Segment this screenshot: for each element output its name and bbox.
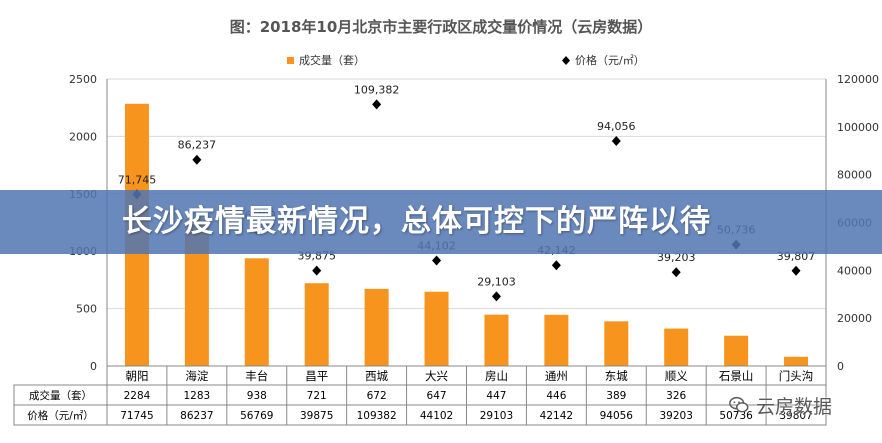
chart-legend: 成交量（套） 价格（元/㎡） [287,53,645,67]
category-label: 西城 [365,369,388,383]
bar [304,283,329,366]
price-marker [432,255,442,266]
category-label: 门头沟 [779,369,814,383]
table-cell: 71745 [120,410,153,422]
category-label: 石景山 [719,369,754,383]
legend-marker-price [562,56,570,65]
table-cell: 42142 [540,410,573,422]
chart-title: 图：2018年10月北京市主要行政区成交量价情况（云房数据） [230,18,653,36]
watermark-text: 云房数据 [756,395,833,418]
table-cell: 29103 [480,410,513,422]
price-marker [611,136,621,147]
headline-banner: 长沙疫情最新情况，总体可控下的严阵以待 [0,190,882,254]
y-left-tick-label: 2500 [69,73,97,86]
y-right-tick-label: 40000 [837,264,872,277]
bar [244,258,269,366]
table-cell: 326 [666,390,686,402]
table-row-label: 价格（元/㎡） [27,409,94,422]
table-cell: 672 [367,390,387,402]
table-cell: 1283 [184,390,211,402]
category-label: 大兴 [425,369,448,383]
category-label: 朝阳 [125,369,148,383]
category-label: 通州 [545,369,568,383]
category-label: 昌平 [305,369,328,383]
bar [424,291,449,366]
table-cell: 2284 [124,390,151,402]
price-marker [551,260,561,271]
price-marker [671,267,681,278]
table-cell: 446 [546,390,566,402]
category-label: 东城 [605,369,628,383]
price-data-label: 109,382 [354,83,400,96]
price-marker [192,154,202,165]
headline-text: 长沙疫情最新情况，总体可控下的严阵以待 [122,204,711,239]
watermark: 云房数据 [728,390,832,420]
table-cell: 647 [427,390,447,402]
price-marker [372,99,382,110]
price-data-label: 94,056 [597,120,636,133]
table-cell: 109382 [357,410,397,422]
price-data-label: 71,745 [118,173,157,186]
table-cell: 39807 [779,410,812,422]
table-cell: 56769 [240,410,273,422]
table-cell: 50736 [719,410,753,422]
table-cell: 39203 [660,410,693,422]
table-cell: 721 [307,390,327,402]
category-label: 海淀 [185,369,208,383]
table-cell: 389 [606,390,626,402]
y-left-tick-label: 2000 [69,130,97,143]
price-marker [312,265,322,276]
y-right-tick-label: 0 [837,360,844,373]
table-cell: 86237 [180,410,213,422]
price-marker [491,291,501,302]
legend-label-volume: 成交量（套） [299,53,365,67]
y-left-tick-label: 0 [90,360,97,373]
bar [724,335,749,366]
y-right-tick-label: 80000 [837,169,872,182]
table-row-label: 成交量（套） [29,389,92,402]
legend-label-price: 价格（元/㎡） [575,53,645,67]
legend-swatch-volume [287,57,294,64]
bar [604,321,629,366]
bar [784,356,809,366]
table-cell: 94056 [600,410,634,422]
bar [664,328,689,366]
table-cell: 447 [486,390,506,402]
y-left-tick-label: 500 [76,303,97,316]
table-cell: 39875 [300,410,333,422]
bar [544,314,569,366]
price-data-label: 86,237 [178,139,217,152]
category-label: 房山 [485,369,508,383]
category-label: 丰台 [245,369,268,383]
table-cell: 44102 [420,410,453,422]
price-data-label: 29,103 [477,275,516,288]
y-right-tick-label: 20000 [837,312,872,325]
wechat-icon [729,396,749,413]
y-right-tick-label: 120000 [837,73,879,86]
y-right-tick-label: 100000 [837,121,879,134]
bar [484,314,509,366]
bar [364,288,389,366]
price-marker [791,265,801,276]
price-data-label: 39,203 [657,251,696,264]
category-label: 顺义 [665,369,688,383]
table-cell: 938 [247,390,267,402]
